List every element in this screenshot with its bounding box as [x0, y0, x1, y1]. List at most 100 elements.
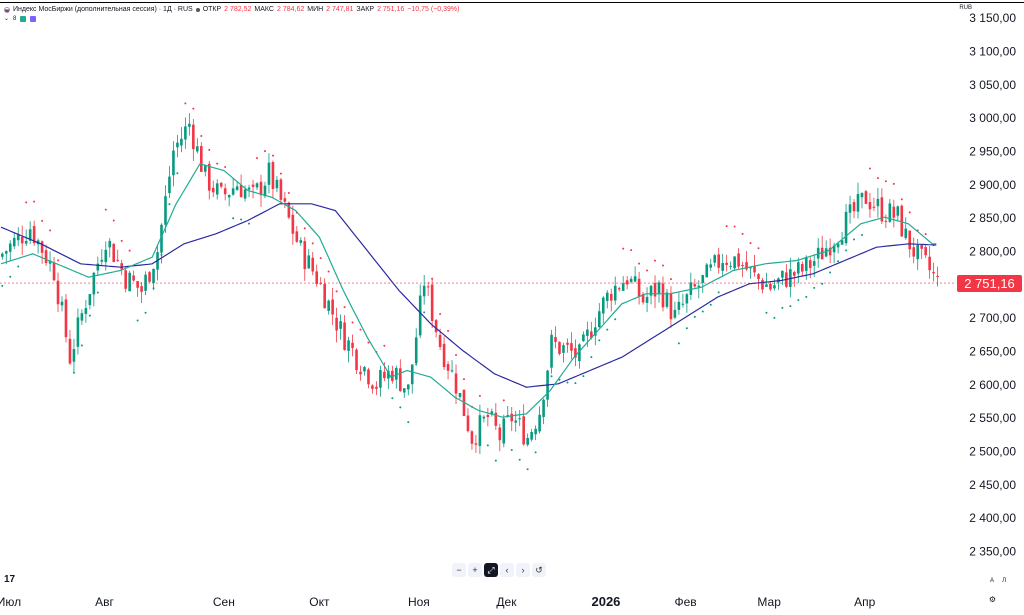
scroll-left-button[interactable]: ‹ [500, 563, 514, 577]
gear-icon[interactable]: ⚙ [988, 595, 996, 604]
sar-dot [693, 315, 696, 318]
sar-dot [415, 363, 418, 366]
ma-fast-line [0, 163, 937, 418]
candle-body [235, 186, 239, 191]
candle-body [912, 247, 916, 257]
sar-dot [654, 259, 657, 262]
chevron-down-icon[interactable]: ⌄ [4, 16, 10, 22]
sar-dot [128, 249, 131, 252]
sar-dot [335, 290, 338, 293]
candle-body [725, 262, 728, 265]
candle-body [355, 349, 358, 371]
symbol-title[interactable]: Индекс МосБиржи (дополнительная сессия) … [13, 6, 193, 13]
candle-body [327, 300, 330, 311]
price-tick-label: 2 950,00 [969, 145, 1016, 159]
candle-body [709, 264, 713, 268]
candle-body [773, 285, 776, 289]
candle-body [339, 321, 342, 329]
sar-dot [837, 260, 840, 263]
sar-dot [112, 219, 115, 222]
candle-body [848, 204, 852, 213]
candle-body [359, 371, 362, 375]
candle-body [741, 265, 744, 267]
sar-dot [447, 329, 450, 332]
scroll-right-button[interactable]: › [516, 563, 530, 577]
sar-dot [224, 166, 227, 169]
sar-dot [168, 203, 171, 206]
candle-body [494, 412, 498, 426]
sar-dot [351, 321, 354, 324]
candle-body [657, 282, 661, 294]
sar-dot [853, 238, 856, 241]
indicator-fast-icon[interactable] [20, 16, 27, 22]
price-tick-label: 3 150,00 [969, 11, 1016, 25]
high-label: МАКС [254, 6, 274, 13]
indicator-slow-icon[interactable] [30, 16, 37, 22]
candle-body [749, 267, 752, 269]
price-tick-label: 3 000,00 [969, 111, 1016, 125]
reset-button[interactable]: ↺ [532, 563, 546, 577]
candle-body [478, 415, 482, 447]
candle-body [908, 230, 912, 250]
candle-body [64, 299, 68, 338]
candle-body [108, 240, 112, 248]
zoom-in-button[interactable]: + [468, 563, 482, 577]
candle-body [932, 271, 935, 274]
sar-dot [359, 328, 362, 331]
sar-dot [57, 259, 60, 262]
candle-body [458, 393, 462, 397]
candle-body [100, 259, 104, 262]
candle-body [84, 308, 88, 314]
candle-body [590, 331, 593, 338]
close-value: 2 751,16 [377, 6, 405, 13]
candle-body [677, 301, 681, 310]
candle-body [470, 431, 474, 444]
sar-dot [152, 287, 155, 290]
sar-dot [646, 269, 649, 272]
sar-dot [526, 468, 529, 471]
candle-body [669, 293, 673, 320]
auto-scale-button[interactable]: A [989, 578, 994, 584]
time-tick-label: Авг [95, 595, 114, 609]
candle-body [363, 367, 366, 372]
sar-dot [41, 219, 44, 222]
sar-dot [598, 339, 601, 342]
price-tick-label: 2 400,00 [969, 511, 1016, 525]
candle-body [661, 283, 665, 308]
candle-body [892, 206, 896, 218]
fullscreen-icon[interactable]: ⤢ [484, 563, 498, 577]
sar-dot [144, 311, 147, 314]
candle-body [840, 240, 844, 245]
candle-body [534, 428, 537, 435]
candle-body [251, 184, 255, 187]
currency-label: RUB [959, 5, 972, 11]
candle-body [454, 373, 458, 394]
sar-dot [327, 270, 330, 273]
candle-body [1, 253, 4, 257]
candle-body [598, 311, 601, 328]
candle-body [550, 334, 553, 368]
candle-body [446, 364, 450, 371]
indicator-count: 8 [13, 16, 17, 22]
sar-dot [614, 318, 617, 321]
zoom-out-button[interactable]: − [452, 563, 466, 577]
sar-dot [423, 311, 426, 314]
sar-dot [765, 311, 768, 314]
candle-body [4, 251, 8, 254]
log-scale-button[interactable]: Л [1002, 578, 1006, 584]
candle-body [76, 317, 80, 347]
candle-body [136, 281, 139, 288]
candle-body [215, 183, 219, 195]
candle-body [200, 146, 203, 172]
candle-body [68, 338, 72, 364]
candle-body [243, 189, 247, 199]
candle-body [629, 278, 633, 282]
sar-dot [924, 233, 927, 236]
open-value: 2 782,52 [224, 6, 252, 13]
sar-dot [367, 341, 370, 344]
candle-body [601, 297, 605, 314]
sar-dot [741, 232, 744, 235]
candle-body [44, 250, 48, 264]
sar-dot [813, 286, 816, 289]
